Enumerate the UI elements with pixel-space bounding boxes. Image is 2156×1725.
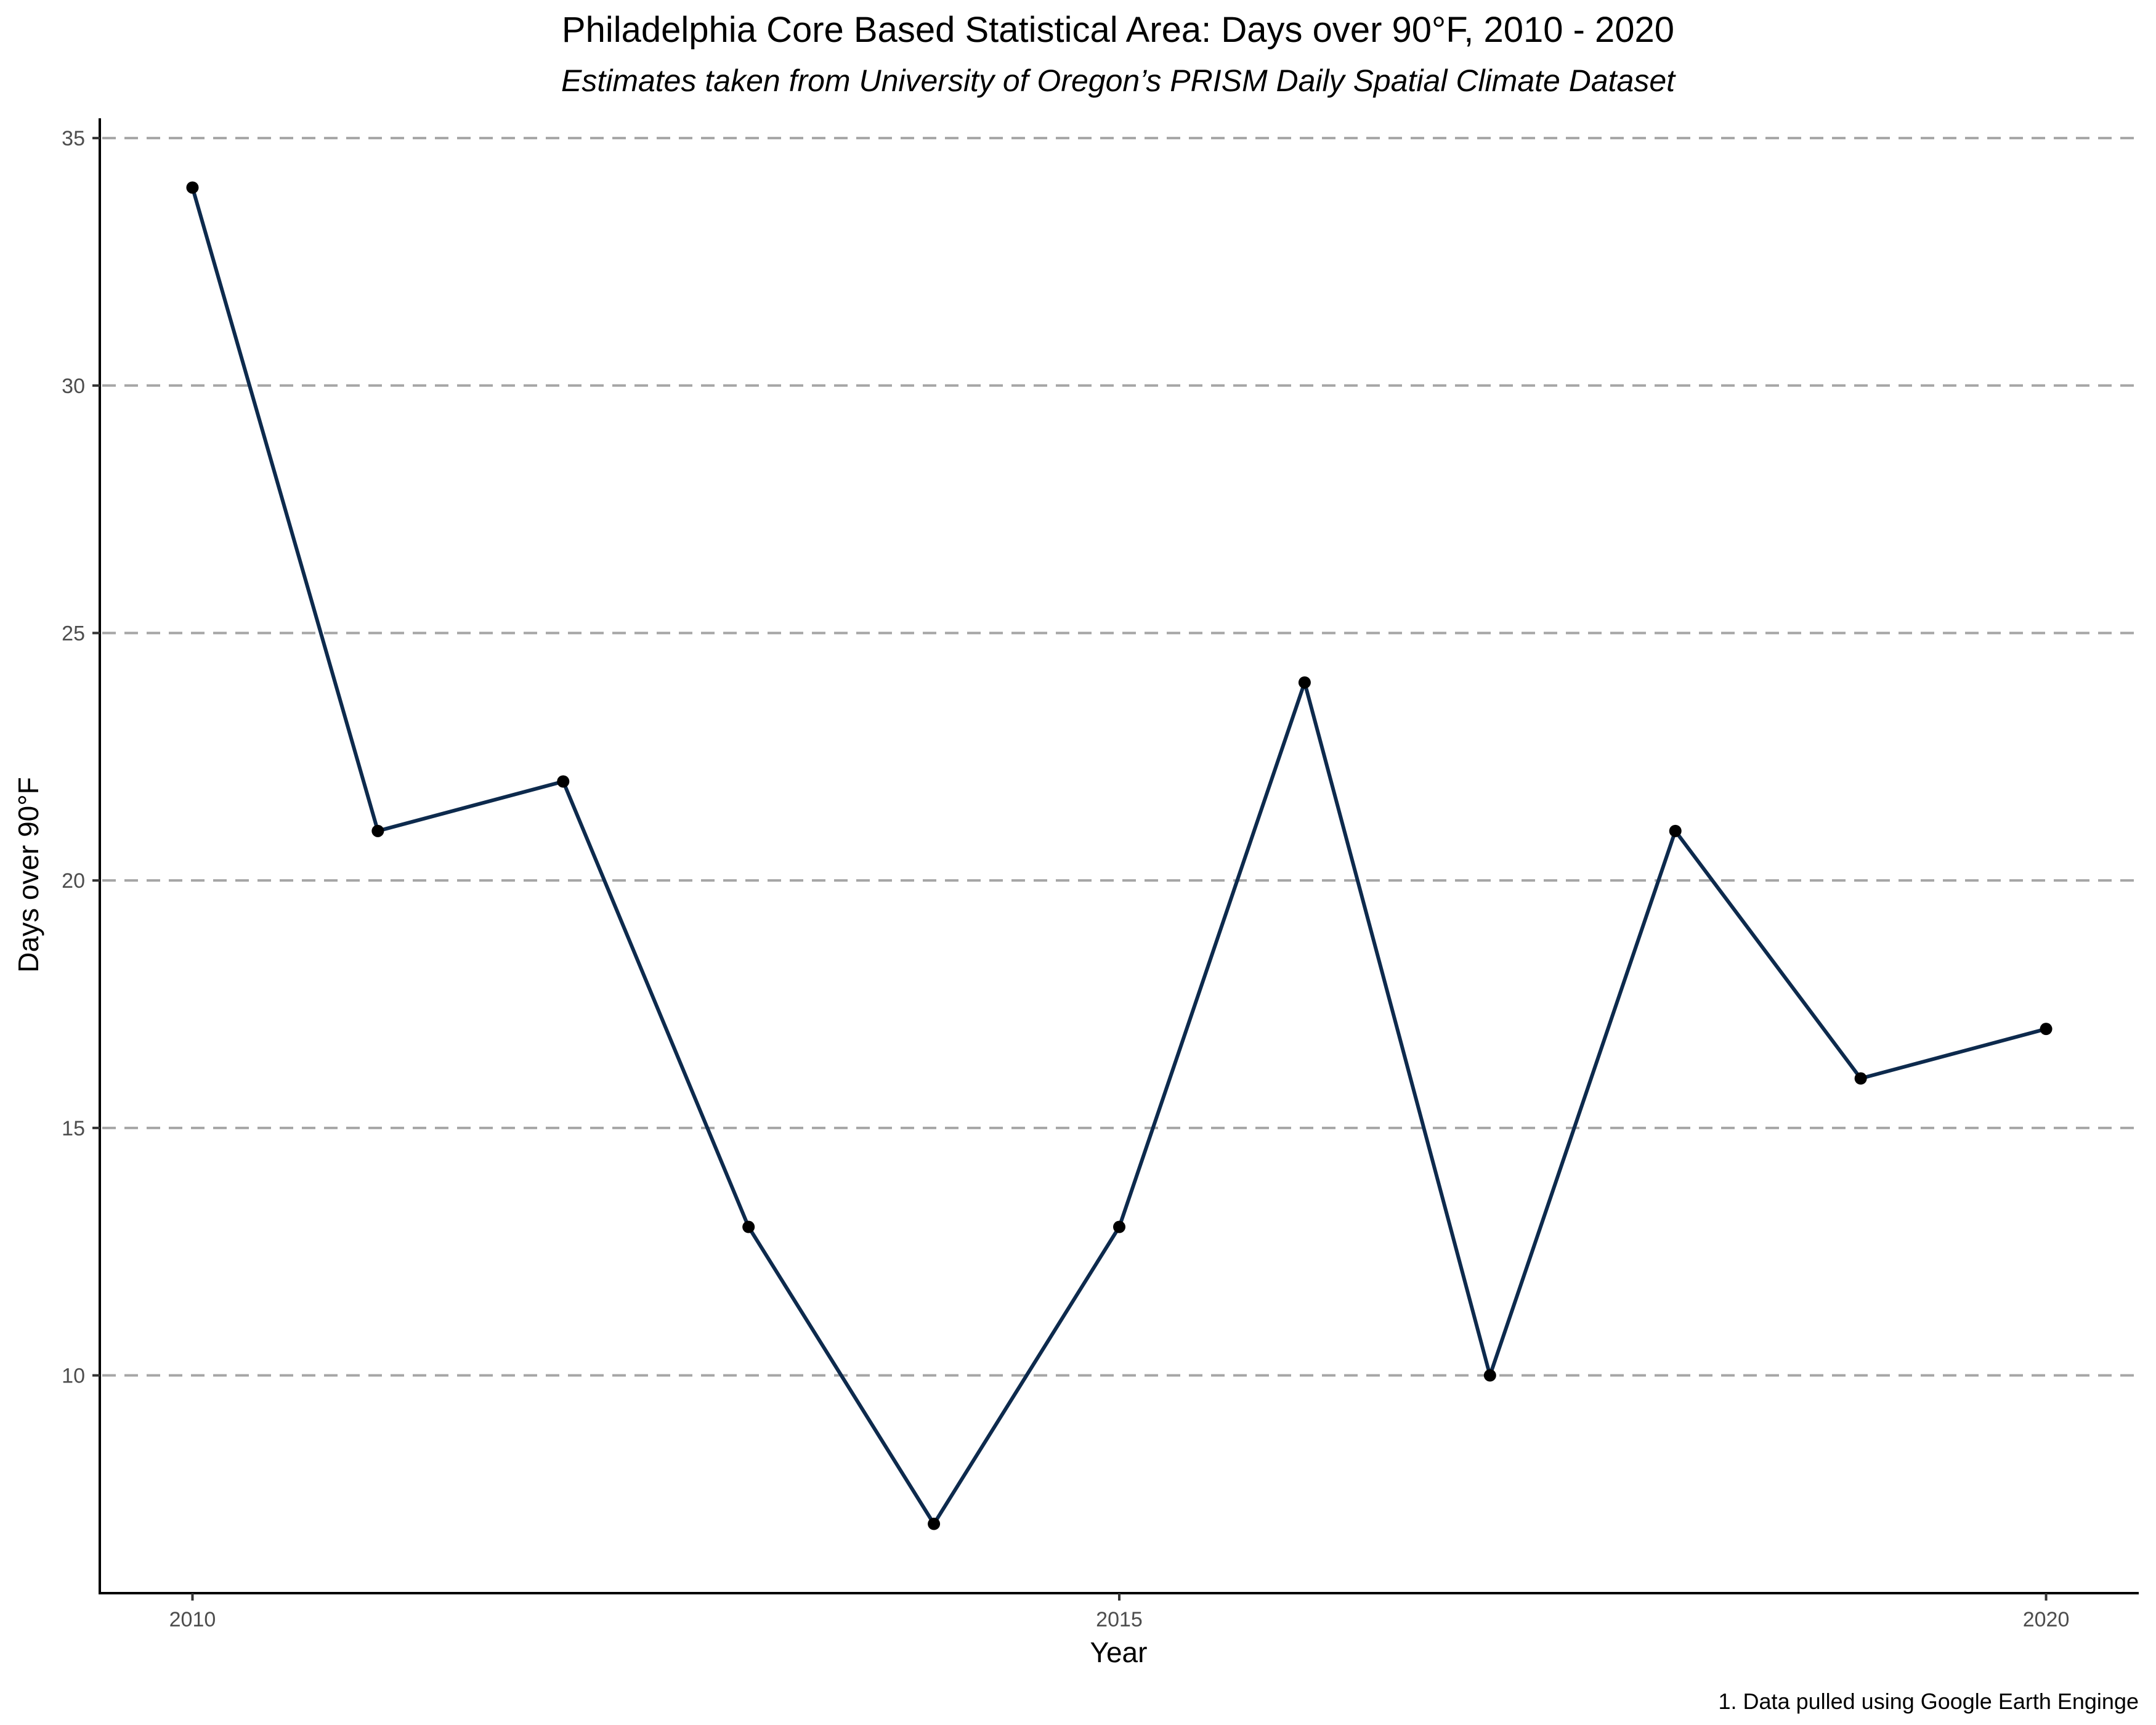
x-tick-label: 2010 — [169, 1608, 216, 1631]
chart-caption: 1. Data pulled using Google Earth Enging… — [1719, 1689, 2139, 1714]
x-tick-label: 2020 — [2023, 1608, 2070, 1631]
data-point-2011 — [371, 824, 384, 837]
y-tick-label: 15 — [62, 1117, 85, 1140]
series — [190, 187, 2047, 1526]
data-point-2019 — [1854, 1072, 1867, 1085]
y-tick-label: 35 — [62, 127, 85, 150]
y-tick-label: 25 — [62, 622, 85, 645]
series-line — [190, 187, 2047, 1526]
gridlines — [102, 137, 2139, 1377]
data-point-2018 — [1669, 824, 1682, 837]
y-axis-title: Days over 90°F — [12, 777, 44, 973]
y-tick-label: 20 — [62, 869, 85, 893]
data-point-2012 — [557, 775, 570, 788]
chart-subtitle: Estimates taken from University of Orego… — [561, 63, 1676, 98]
data-point-2020 — [2040, 1023, 2053, 1036]
y-tick-label: 30 — [62, 375, 85, 398]
data-point-2015 — [1113, 1220, 1125, 1233]
data-point-2014 — [928, 1517, 941, 1530]
x-axis-title: Year — [1090, 1636, 1148, 1668]
data-point-2017 — [1483, 1369, 1496, 1382]
axes — [99, 118, 2139, 1594]
data-point-2016 — [1298, 676, 1311, 689]
ticks: 10 15 20 25 30 35 2010 2015 2020 — [62, 127, 2069, 1631]
data-points — [186, 181, 2053, 1530]
y-tick-label: 10 — [62, 1365, 85, 1388]
chart-title: Philadelphia Core Based Statistical Area… — [562, 10, 1674, 50]
x-tick-label: 2015 — [1096, 1608, 1143, 1631]
data-point-2013 — [742, 1220, 755, 1233]
data-point-2010 — [186, 181, 199, 194]
